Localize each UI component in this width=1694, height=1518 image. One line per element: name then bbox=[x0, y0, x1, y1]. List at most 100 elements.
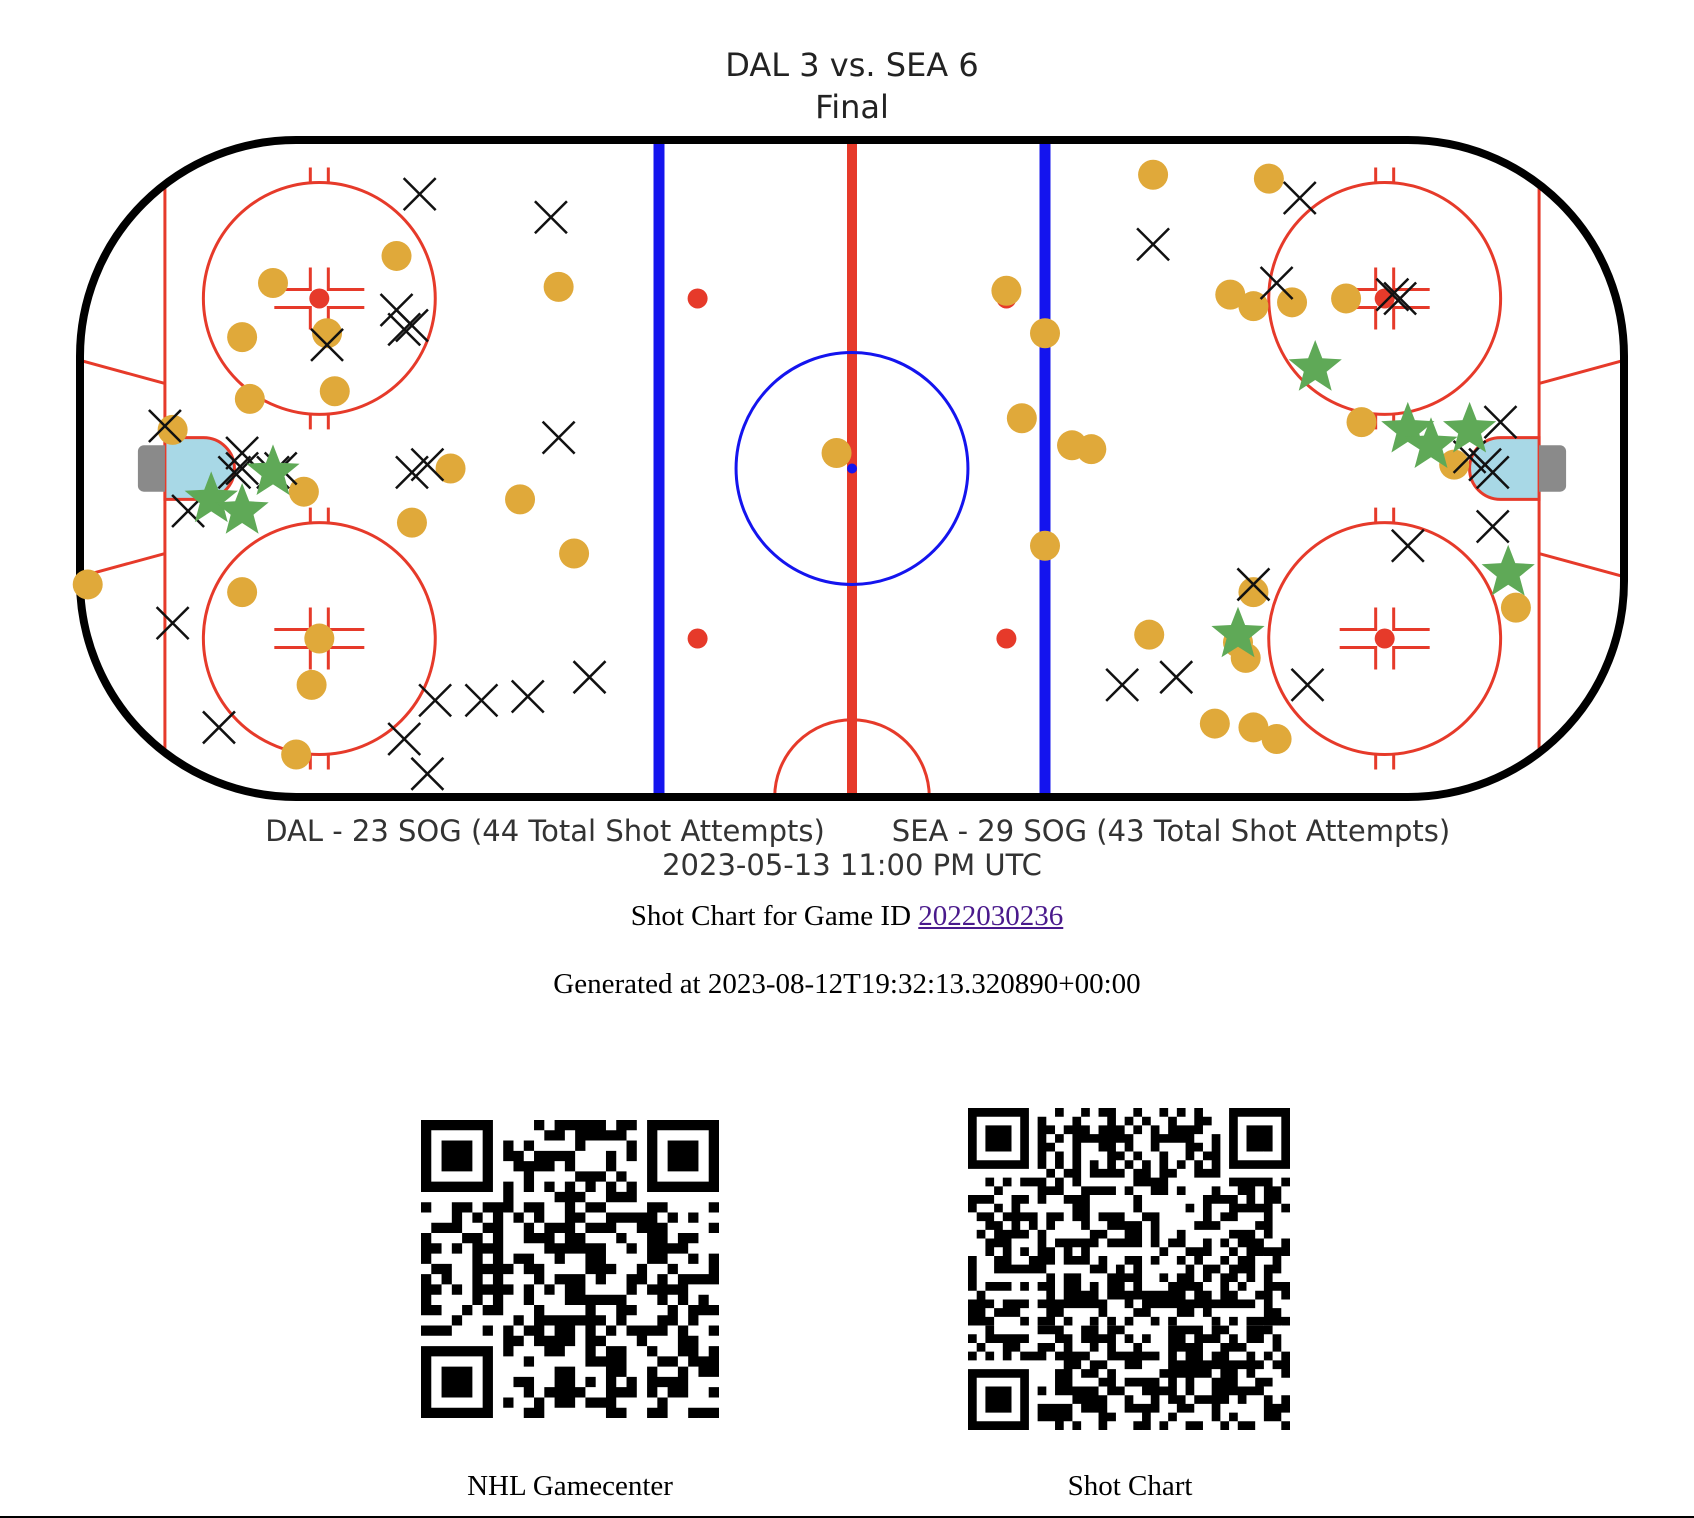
shot-on-goal-marker bbox=[312, 318, 343, 349]
game-id-link[interactable]: 2022030236 bbox=[918, 900, 1064, 932]
missed-shot-marker bbox=[1483, 405, 1518, 440]
goal-marker bbox=[1443, 401, 1497, 453]
shot-on-goal-marker bbox=[381, 240, 412, 271]
shot-chart: DAL 3 vs. SEA 6 Final DAL - 23 SOG (44 T… bbox=[72, 46, 1628, 880]
missed-shot-stroke bbox=[1105, 668, 1140, 702]
center-faceoff-dot bbox=[847, 463, 857, 474]
shot-on-goal-marker bbox=[559, 538, 590, 569]
missed-shot-marker bbox=[1159, 660, 1194, 695]
endzone-faceoff-circle bbox=[1267, 507, 1503, 770]
bottom-divider bbox=[0, 1516, 1694, 1518]
qr-modules-gamecenter bbox=[421, 1120, 719, 1418]
missed-shot-stroke bbox=[155, 606, 190, 640]
chart-subtitle: Final bbox=[815, 88, 889, 126]
missed-shot-stroke bbox=[541, 420, 576, 455]
shot-on-goal-marker bbox=[234, 383, 265, 414]
missed-shot-marker bbox=[395, 455, 429, 490]
missed-shot-marker bbox=[1390, 528, 1425, 563]
missed-shot-marker bbox=[410, 756, 445, 791]
l-mark bbox=[1392, 646, 1430, 670]
faceoff-circle-ring bbox=[1267, 181, 1503, 416]
shot-on-goal-marker bbox=[1277, 287, 1308, 318]
goal-marker bbox=[1404, 417, 1458, 468]
missed-shot-stroke bbox=[387, 312, 422, 347]
goal-marker bbox=[1481, 544, 1535, 596]
missed-shot-stroke bbox=[395, 308, 429, 343]
missed-shot-stroke bbox=[217, 455, 252, 490]
missed-shot-marker bbox=[1383, 281, 1418, 316]
missed-shot-marker bbox=[1136, 227, 1170, 262]
shot-on-goal-marker bbox=[1006, 403, 1037, 434]
l-mark bbox=[1392, 607, 1430, 632]
caption-prefix: Shot Chart for Game ID bbox=[630, 900, 912, 932]
right-trapezoid-bottom bbox=[1538, 552, 1624, 579]
l-mark bbox=[326, 267, 365, 291]
missed-shot-stroke bbox=[510, 679, 545, 714]
faceoff-circle-ring bbox=[1267, 521, 1503, 756]
right-team-summary: SEA - 29 SOG (43 Total Shot Attempts) bbox=[892, 814, 1450, 848]
missed-shot-stroke bbox=[402, 177, 437, 211]
missed-shot-marker bbox=[402, 177, 437, 211]
qr-modules-shot-chart bbox=[968, 1108, 1290, 1430]
shot-on-goal-marker bbox=[258, 267, 288, 298]
shot-on-goal-marker bbox=[396, 507, 427, 538]
shot-markers bbox=[72, 159, 1535, 791]
faceoff-dot bbox=[1374, 628, 1395, 649]
missed-shot-marker bbox=[418, 683, 453, 718]
missed-shot-stroke bbox=[1236, 567, 1271, 602]
shot-on-goal-marker bbox=[821, 438, 852, 469]
l-mark bbox=[274, 305, 312, 330]
neutral-faceoff-dot bbox=[687, 288, 708, 309]
missed-shot-marker bbox=[225, 451, 260, 486]
missed-shot-stroke bbox=[464, 683, 499, 718]
left-goal-net bbox=[137, 445, 165, 492]
shot-on-goal-marker bbox=[1076, 434, 1107, 465]
missed-shot-stroke bbox=[395, 455, 429, 490]
shot-on-goal-marker bbox=[319, 376, 350, 407]
goal-marker bbox=[1211, 606, 1265, 658]
missed-shot-stroke bbox=[1390, 528, 1425, 563]
missed-shot-marker bbox=[202, 710, 236, 745]
missed-shot-stroke bbox=[1383, 281, 1418, 316]
shot-on-goal-marker bbox=[1030, 530, 1060, 561]
shot-on-goal-marker bbox=[1238, 577, 1269, 608]
rink-boards bbox=[76, 136, 1628, 801]
shot-on-goal-marker bbox=[296, 669, 327, 700]
missed-shot-stroke bbox=[572, 660, 607, 695]
missed-shot-marker bbox=[464, 683, 499, 718]
missed-shot-stroke bbox=[418, 683, 453, 718]
missed-shot-stroke bbox=[148, 409, 182, 443]
shot-on-goal-marker bbox=[991, 275, 1022, 306]
missed-shot-marker bbox=[410, 447, 445, 482]
chart-title: DAL 3 vs. SEA 6 bbox=[725, 46, 978, 84]
shot-on-goal-marker bbox=[1253, 163, 1284, 194]
missed-shot-marker bbox=[510, 679, 545, 714]
neutral-faceoff-dot bbox=[996, 628, 1017, 649]
neutral-faceoff-dot bbox=[687, 628, 708, 649]
shot-on-goal-marker bbox=[1138, 159, 1169, 190]
missed-shot-stroke bbox=[1259, 266, 1294, 300]
rink bbox=[76, 136, 1628, 801]
shot-on-goal-marker bbox=[1439, 449, 1470, 480]
shot-on-goal-marker bbox=[1261, 724, 1292, 755]
faceoff-circle-ring bbox=[201, 521, 437, 756]
left-team-summary: DAL - 23 SOG (44 Total Shot Attempts) bbox=[265, 814, 825, 848]
missed-shot-stroke bbox=[202, 710, 236, 745]
qr-label-shot-chart: Shot Chart bbox=[1067, 1470, 1193, 1502]
missed-shot-marker bbox=[1475, 509, 1510, 544]
missed-shot-marker bbox=[1236, 567, 1271, 602]
missed-shot-stroke bbox=[1375, 277, 1410, 312]
missed-shot-marker bbox=[387, 312, 422, 347]
left-trapezoid-top bbox=[80, 358, 166, 385]
game-time: 2023-05-13 11:00 PM UTC bbox=[662, 848, 1042, 880]
missed-shot-stroke bbox=[1483, 405, 1518, 440]
generated-timestamp: Generated at 2023-08-12T19:32:13.320890+… bbox=[553, 968, 1141, 1000]
missed-shot-stroke bbox=[225, 436, 260, 470]
shot-on-goal-marker bbox=[227, 577, 258, 608]
shot-on-goal-marker bbox=[1215, 279, 1246, 310]
shot-on-goal-marker bbox=[505, 484, 536, 515]
missed-shot-stroke bbox=[1282, 181, 1317, 215]
shot-on-goal-marker bbox=[1346, 407, 1377, 438]
missed-shot-stroke bbox=[225, 451, 260, 486]
l-mark bbox=[1339, 646, 1378, 670]
